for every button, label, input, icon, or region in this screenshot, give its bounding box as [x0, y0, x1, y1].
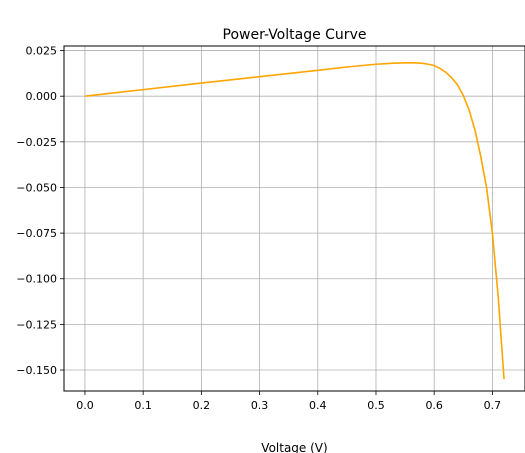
y-tick-label: −0.125: [16, 318, 57, 331]
x-tick-label: 0.4: [309, 399, 327, 412]
y-tick-label: −0.050: [16, 181, 57, 194]
grid-lines: [64, 46, 525, 391]
y-tick-label: −0.075: [16, 227, 57, 240]
y-tick-label: 0.000: [26, 90, 58, 103]
x-tick-label: 0.3: [251, 399, 269, 412]
x-tick-label: 0.5: [367, 399, 385, 412]
y-tick-label: −0.150: [16, 364, 57, 377]
plot-area-frame: [63, 45, 525, 392]
series-layer: [84, 61, 505, 380]
x-axis-label: Voltage (V): [261, 441, 327, 453]
x-tick-label: 0.1: [134, 399, 152, 412]
chart-title: Power-Voltage Curve: [223, 27, 367, 43]
y-axis-ticks: 0.025 0.000 −0.025 −0.050 −0.075 −0.100 −0.125…: [16, 45, 64, 377]
x-tick-label: 0.2: [193, 399, 211, 412]
y-tick-label: 0.025: [26, 45, 58, 58]
x-tick-label: 0.0: [76, 399, 94, 412]
y-tick-label: −0.025: [16, 136, 57, 149]
power-series-line: [84, 61, 505, 380]
x-axis-ticks: 0.0 0.1 0.2 0.3 0.4 0.5 0.6 0.7: [76, 391, 501, 412]
x-tick-label: 0.7: [484, 399, 502, 412]
x-tick-label: 0.6: [425, 399, 443, 412]
y-tick-label: −0.100: [16, 273, 57, 286]
